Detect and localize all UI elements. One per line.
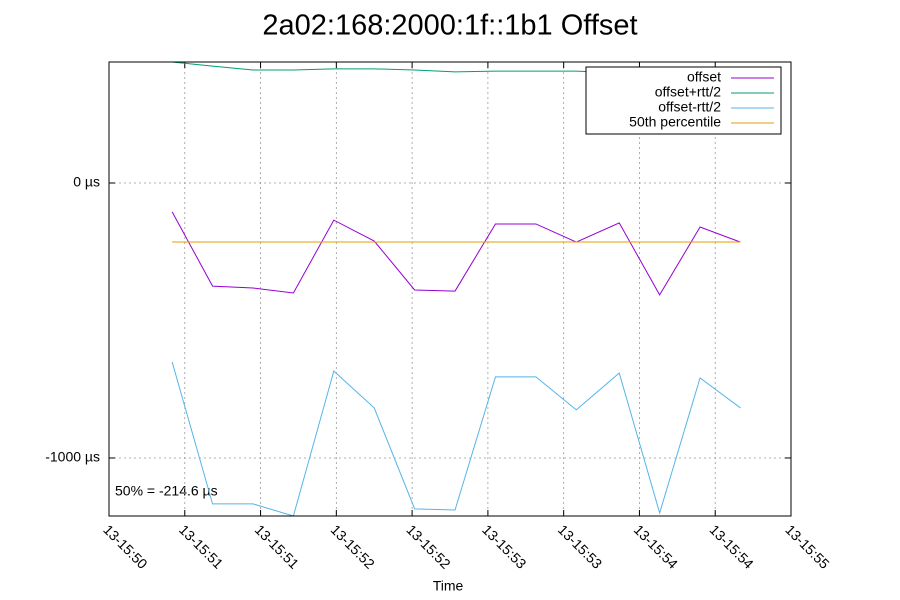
series-line: [171, 361, 741, 517]
legend-label: offset: [687, 69, 721, 85]
annotation: 50% = -214.6 µs: [115, 483, 218, 499]
x-axis-label: Time: [433, 578, 464, 594]
legend-label: 50th percentile: [629, 114, 721, 130]
y-tick-label: -1000 µs: [45, 449, 100, 465]
series-line: [171, 211, 741, 296]
legend-label: offset+rtt/2: [655, 84, 721, 100]
plot-border: [108, 61, 792, 517]
legend-label: offset-rtt/2: [658, 99, 721, 115]
chart-title: 2a02:168:2000:1f::1b1 Offset: [262, 10, 637, 42]
y-tick-label: 0 µs: [73, 174, 100, 190]
